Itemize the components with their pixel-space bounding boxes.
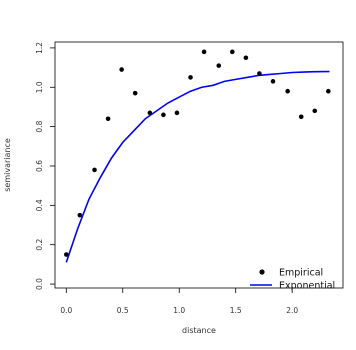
y-tick-label: 0.8 <box>35 120 44 132</box>
empirical-point <box>216 63 222 68</box>
empirical-point <box>147 110 153 116</box>
legend-label-empirical: Empirical <box>279 268 323 279</box>
legend-marker-empirical <box>259 269 265 275</box>
exponential-model-line <box>65 70 330 263</box>
x-tick-label: 1.0 <box>173 306 185 315</box>
empirical-point <box>132 90 138 96</box>
empirical-point <box>77 212 83 218</box>
empirical-point <box>63 252 69 257</box>
y-axis: 0.0 0.2 0.4 0.6 0.8 1.0 1.2 <box>35 42 55 290</box>
empirical-point <box>161 112 166 118</box>
x-tick-label: 2.0 <box>286 306 298 315</box>
x-tick-label: 0.0 <box>60 306 72 315</box>
x-axis: 0.0 0.5 1.0 1.5 2.0 <box>60 288 298 315</box>
empirical-point <box>298 114 304 120</box>
series-layer <box>63 49 331 263</box>
legend: Empirical Exponential <box>250 268 335 292</box>
y-tick-label: 0.4 <box>35 199 44 211</box>
x-axis-title: distance <box>182 326 216 335</box>
empirical-point <box>243 55 249 61</box>
y-tick-label: 0.0 <box>35 278 44 290</box>
empirical-point <box>92 167 97 173</box>
empirical-point <box>230 49 235 55</box>
y-tick-label: 0.2 <box>35 239 44 251</box>
empirical-point <box>119 67 124 72</box>
x-tick-label: 0.5 <box>117 306 129 315</box>
empirical-point <box>201 49 207 55</box>
legend-label-exponential: Exponential <box>279 281 335 292</box>
y-tick-label: 1.0 <box>35 81 44 93</box>
empirical-point <box>188 75 193 80</box>
y-axis-title: semivariance <box>3 138 12 192</box>
empirical-point <box>270 79 276 84</box>
plot-frame <box>54 41 344 289</box>
y-tick-label: 0.6 <box>35 160 44 172</box>
empirical-point <box>285 88 290 94</box>
empirical-point <box>312 108 318 114</box>
empirical-point <box>105 116 111 122</box>
empirical-point <box>257 71 262 76</box>
x-tick-label: 1.5 <box>230 306 242 315</box>
y-tick-label: 1.2 <box>35 42 44 54</box>
empirical-point <box>326 88 331 94</box>
empirical-point <box>174 110 180 116</box>
